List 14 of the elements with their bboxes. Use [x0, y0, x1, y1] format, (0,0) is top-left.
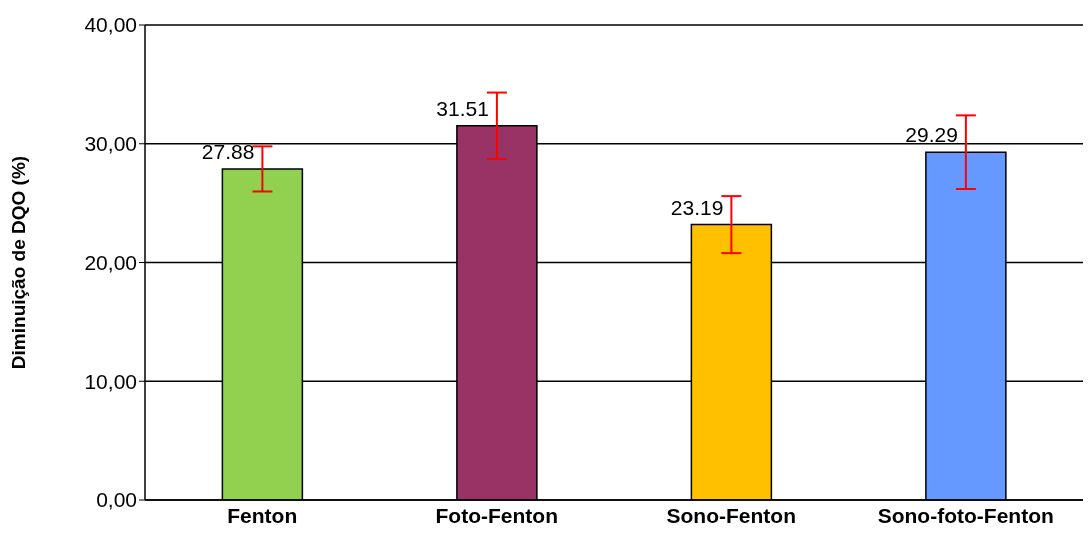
x-tick-label: Sono-Fenton: [666, 503, 796, 527]
y-axis-title: Diminuição de DQO (%): [7, 155, 29, 370]
data-label: 31.51: [436, 96, 489, 120]
data-label: 23.19: [670, 195, 724, 219]
x-tick-label: Sono-foto-Fenton: [877, 503, 1054, 527]
data-label: 29.29: [905, 123, 958, 147]
x-tick-label: Foto-Fenton: [435, 503, 558, 527]
y-tick-label: 10,00: [84, 369, 137, 393]
y-tick-label: 20,00: [84, 250, 137, 274]
y-tick-label: 0,00: [96, 488, 137, 512]
data-label: 27.88: [201, 139, 255, 163]
y-tick-label: 30,00: [84, 132, 137, 156]
x-tick-label: Fenton: [227, 503, 298, 527]
y-tick-label: 40,00: [84, 13, 137, 37]
